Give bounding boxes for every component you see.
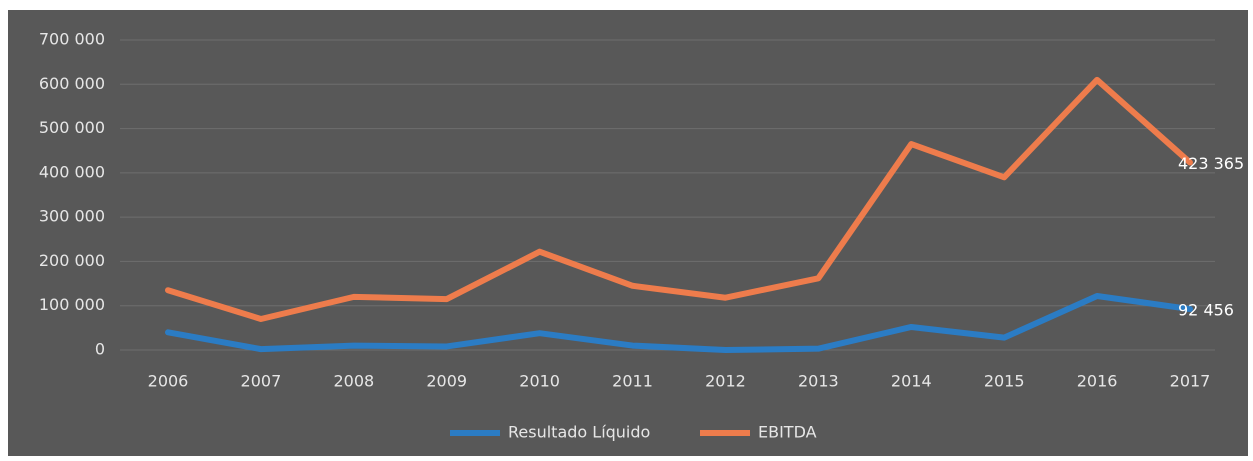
legend-label: Resultado Líquido xyxy=(508,423,650,442)
x-tick-label: 2015 xyxy=(984,372,1025,391)
y-tick-label: 400 000 xyxy=(39,162,105,181)
line-series xyxy=(165,292,1193,353)
line-series xyxy=(165,76,1193,322)
x-tick-label: 2013 xyxy=(798,372,839,391)
x-tick-label: 2016 xyxy=(1077,372,1118,391)
y-tick-label: 100 000 xyxy=(39,295,105,314)
x-tick-label: 2008 xyxy=(333,372,374,391)
data-label: 92 456 xyxy=(1178,301,1234,320)
legend-label: EBITDA xyxy=(758,423,817,442)
x-tick-label: 2007 xyxy=(241,372,282,391)
y-tick-label: 200 000 xyxy=(39,251,105,270)
x-tick-label: 2012 xyxy=(705,372,746,391)
x-tick-label: 2006 xyxy=(148,372,189,391)
x-tick-label: 2014 xyxy=(891,372,932,391)
x-tick-label: 2011 xyxy=(612,372,653,391)
y-tick-label: 700 000 xyxy=(39,30,105,49)
y-tick-label: 500 000 xyxy=(39,118,105,137)
x-tick-label: 2017 xyxy=(1170,372,1211,391)
y-tick-label: 300 000 xyxy=(39,207,105,226)
y-tick-label: 0 xyxy=(95,340,105,359)
x-tick-label: 2009 xyxy=(426,372,467,391)
y-tick-label: 600 000 xyxy=(39,74,105,93)
x-tick-label: 2010 xyxy=(519,372,560,391)
data-label: 423 365 xyxy=(1178,154,1244,173)
